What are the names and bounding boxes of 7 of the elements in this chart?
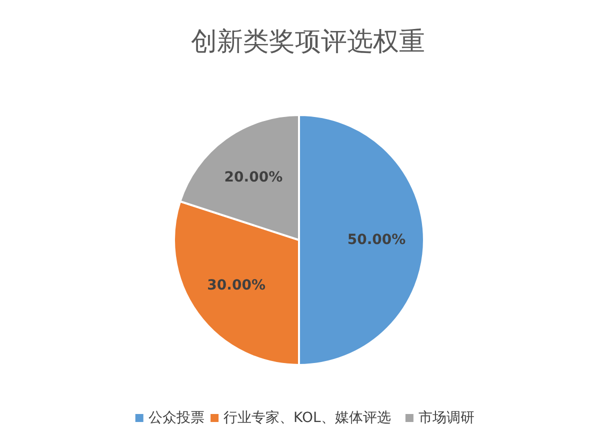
data-label: 20.00% xyxy=(224,169,283,186)
data-label: 30.00% xyxy=(207,278,266,294)
legend-label: 市场调研 xyxy=(418,410,474,426)
legend-label: 行业专家、KOL、媒体评选 xyxy=(224,410,391,426)
data-label: 50.00% xyxy=(347,232,406,248)
chart-title: 创新类奖项评选权重 xyxy=(191,27,425,57)
legend-label: 公众投票 xyxy=(148,410,204,426)
